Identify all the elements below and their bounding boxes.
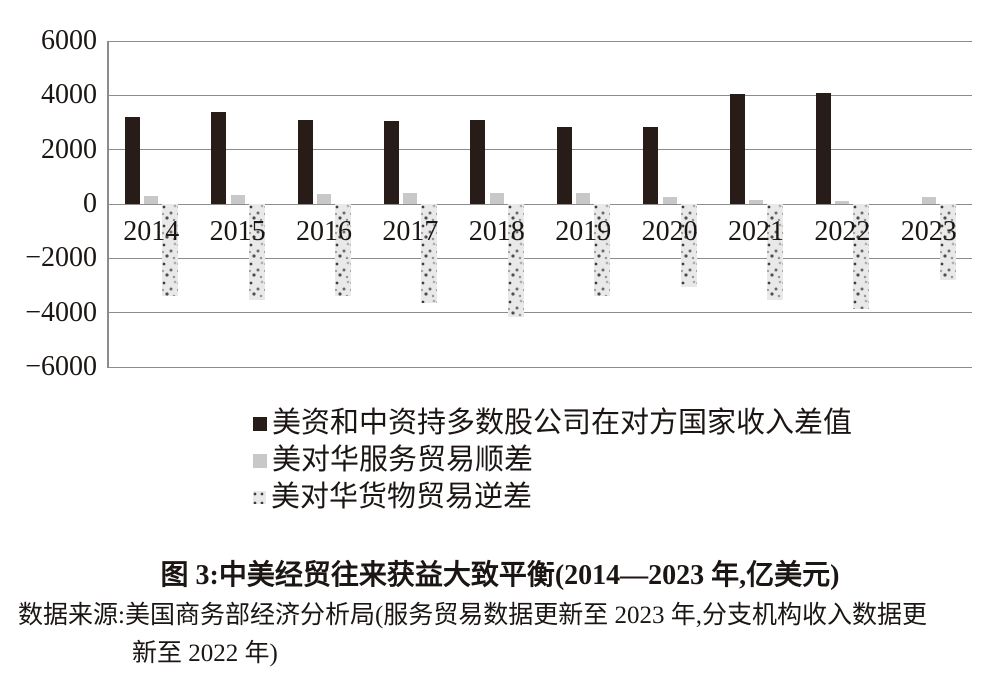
data-source-line-1: 数据来源:美国商务部经济分析局(服务贸易数据更新至 2023 年,分支机构收入数…: [18, 602, 928, 629]
bar-income-differential-2014: [124, 117, 140, 204]
x-axis-label-2019: 2019: [555, 216, 612, 247]
legend-item-goods-deficit: 美对华货物贸易逆差: [253, 482, 852, 513]
bar-goods-deficit-2016: [335, 204, 351, 297]
bar-goods-deficit-2022: [853, 204, 870, 309]
legend-label-services-surplus: 美对华服务贸易顺差: [272, 444, 534, 476]
y-axis-tick-label-0: 0: [83, 188, 97, 219]
bar-income-differential-2015: [211, 111, 227, 204]
y-axis-tick-label--6000: −6000: [25, 351, 97, 382]
y-axis-tick-label-6000: 6000: [41, 25, 97, 56]
x-axis-label-2017: 2017: [382, 216, 439, 247]
bar-goods-deficit-2018: [507, 204, 524, 317]
bar-goods-deficit-2021: [767, 204, 783, 301]
gray-square-icon: [253, 453, 267, 468]
speckled-square-icon: [253, 491, 266, 504]
legend-item-income-differential: 美资和中资持多数股公司在对方国家收入差值: [253, 408, 852, 439]
bar-services-surplus-2014: [144, 196, 159, 204]
plot-area: 6000 4000 2000 0 −2000 −4000 −6000 2014 2015 2016…: [25, 25, 972, 382]
gridline--4000: [108, 312, 972, 314]
figure-caption: 图 3:中美经贸往来获益大致平衡(2014—2023 年,亿美元): [160, 560, 840, 591]
x-axis-label-2016: 2016: [296, 216, 352, 247]
x-axis-label-2018: 2018: [468, 216, 525, 247]
gridline-0: [108, 203, 972, 205]
bar-income-differential-2016: [297, 119, 313, 204]
gridline--2000: [108, 257, 972, 259]
x-axis-label-2015: 2015: [209, 216, 266, 247]
bar-services-surplus-2022: [835, 201, 850, 204]
bar-services-surplus-2017: [403, 193, 418, 204]
bar-services-surplus-2019: [576, 193, 591, 204]
y-axis-tick-label-2000: 2000: [41, 133, 97, 165]
gridline-2000: [108, 149, 972, 151]
gridline-6000: [108, 40, 972, 42]
legend-item-services-surplus: 美对华服务贸易顺差: [253, 445, 852, 476]
gridline--6000: [108, 366, 972, 368]
y-axis-line: [107, 41, 109, 368]
bar-income-differential-2019: [556, 126, 572, 204]
legend: 美资和中资持多数股公司在对方国家收入差值 美对华服务贸易顺差 美对华货物贸易逆差: [253, 408, 852, 519]
bar-goods-deficit-2014: [162, 204, 179, 297]
bar-goods-deficit-2023: [939, 204, 956, 281]
x-axis-label-2022: 2022: [814, 216, 871, 247]
bar-services-surplus-2015: [230, 195, 245, 204]
bar-income-differential-2022: [815, 92, 831, 204]
black-square-icon: [253, 416, 267, 431]
y-axis-tick-label-4000: 4000: [41, 79, 97, 111]
bar-income-differential-2018: [470, 119, 486, 204]
y-axis-tick-label--2000: −2000: [25, 242, 97, 274]
gridline-4000: [108, 94, 972, 96]
bar-services-surplus-2016: [317, 193, 331, 204]
y-axis-tick-label--4000: −4000: [25, 296, 97, 328]
bar-income-differential-2021: [729, 93, 745, 204]
legend-label-income-differential: 美资和中资持多数股公司在对方国家收入差值: [272, 407, 853, 439]
x-axis-label-2023: 2023: [900, 216, 957, 247]
bar-goods-deficit-2015: [248, 204, 265, 301]
bar-goods-deficit-2019: [594, 204, 611, 297]
bar-services-surplus-2021: [749, 199, 763, 204]
bar-income-differential-2017: [383, 121, 399, 204]
legend-label-goods-deficit: 美对华货物贸易逆差: [271, 481, 533, 513]
bar-services-surplus-2020: [662, 196, 677, 204]
bar-services-surplus-2023: [921, 197, 936, 204]
bar-goods-deficit-2017: [421, 204, 438, 304]
data-source-line-2: 新至 2022 年): [132, 640, 278, 667]
x-axis-label-2021: 2021: [728, 216, 784, 247]
bar-income-differential-2020: [643, 126, 659, 204]
bar-goods-deficit-2020: [680, 204, 697, 287]
bar-services-surplus-2018: [489, 193, 504, 204]
x-axis-label-2014: 2014: [123, 216, 180, 247]
x-axis-label-2020: 2020: [641, 216, 698, 247]
